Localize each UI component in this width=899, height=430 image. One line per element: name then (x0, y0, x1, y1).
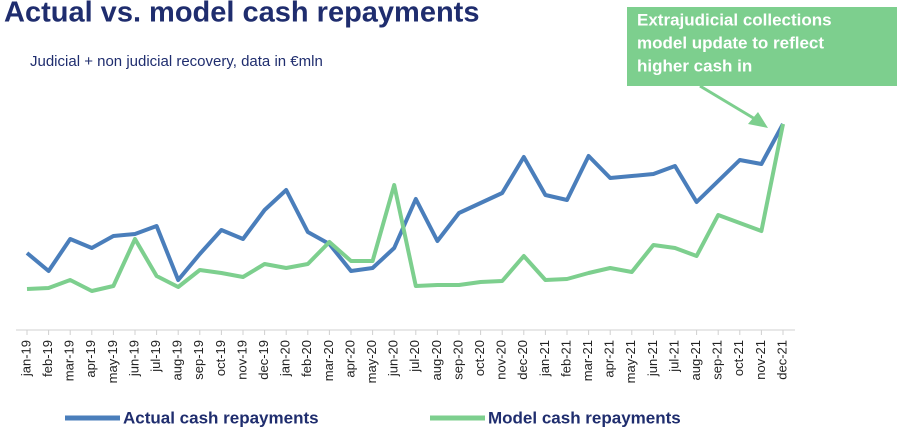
x-tick-label: aug-19 (170, 340, 185, 380)
x-tick-label: nov-21 (753, 340, 768, 380)
annotation-box (627, 7, 897, 86)
x-tick-label: oct-19 (213, 340, 228, 376)
annotation-text: model update to reflect (637, 33, 824, 52)
x-tick-label: apr-19 (83, 340, 98, 378)
x-tick-label: sep-21 (710, 340, 725, 380)
x-tick-label: jan-19 (18, 340, 33, 377)
x-tick-label: jan-21 (537, 340, 552, 377)
x-tick-label: feb-19 (40, 340, 55, 377)
annotation-arrowhead (748, 112, 768, 128)
x-tick-label: jan-20 (278, 340, 293, 377)
x-tick-label: sep-20 (450, 340, 465, 380)
annotation-arrow (699, 84, 761, 124)
x-tick-label: jul-21 (666, 340, 681, 373)
x-tick-label: dec-21 (774, 340, 789, 380)
x-tick-label: oct-20 (472, 340, 487, 376)
x-tick-label: aug-20 (429, 340, 444, 380)
x-tick-label: dec-19 (256, 340, 271, 380)
x-tick-label: jul-19 (148, 340, 163, 373)
series-line (25, 123, 785, 282)
x-tick-label: apr-21 (602, 340, 617, 378)
x-tick-label: may-19 (105, 340, 120, 383)
x-tick-label: oct-21 (731, 340, 746, 376)
x-tick-label: jun-20 (386, 340, 401, 377)
x-tick-label: sep-19 (191, 340, 206, 380)
series-line (26, 123, 785, 293)
x-tick-label: aug-21 (688, 340, 703, 380)
x-tick-label: nov-20 (494, 340, 509, 380)
chart-subtitle: Judicial + non judicial recovery, data i… (30, 53, 323, 70)
x-tick-label: mar-21 (580, 340, 595, 381)
x-tick-label: may-20 (364, 340, 379, 383)
legend-label: Model cash repayments (488, 408, 681, 427)
x-tick-label: mar-19 (62, 340, 77, 381)
x-tick-label: apr-20 (342, 340, 357, 378)
x-tick-label: nov-19 (234, 340, 249, 380)
x-tick-label: may-21 (623, 340, 638, 383)
x-tick-label: jul-20 (407, 340, 422, 373)
x-tick-label: jun-19 (126, 340, 141, 377)
legend-label: Actual cash repayments (123, 408, 319, 427)
annotation-text: Extrajudicial collections (637, 10, 832, 29)
x-tick-label: dec-20 (515, 340, 530, 380)
chart-title: Actual vs. model cash repayments (4, 0, 479, 29)
annotation-text: higher cash in (637, 56, 752, 75)
x-tick-label: mar-20 (321, 340, 336, 381)
x-tick-label: feb-20 (299, 340, 314, 377)
x-tick-label: jun-21 (645, 340, 660, 377)
x-tick-label: feb-21 (558, 340, 573, 377)
